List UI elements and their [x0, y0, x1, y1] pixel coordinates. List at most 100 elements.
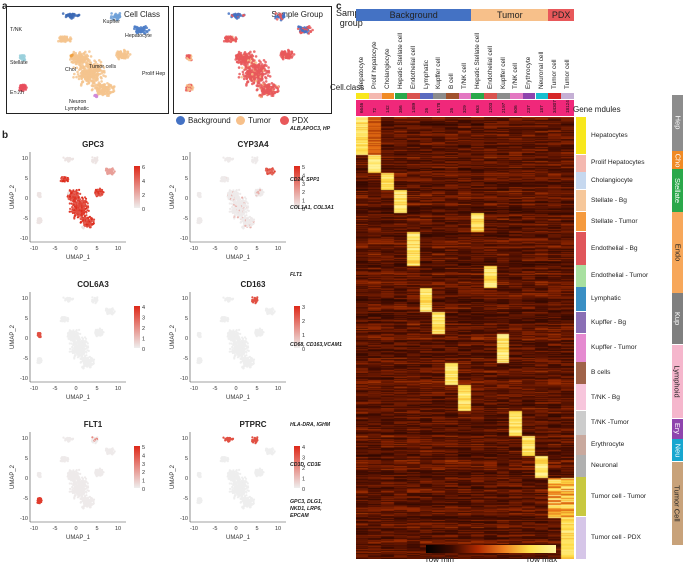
umap-point	[242, 210, 245, 213]
umap-point	[67, 331, 71, 334]
umap-point	[78, 58, 81, 62]
umap-point	[236, 53, 240, 57]
cluster-label: Neuron	[69, 99, 87, 105]
umap-point	[244, 197, 248, 200]
umap-point	[85, 358, 88, 362]
umap-point	[258, 93, 262, 97]
umap-point	[227, 157, 230, 160]
umap-point	[71, 333, 74, 336]
umap-point	[262, 64, 266, 67]
umap-point	[187, 84, 191, 87]
legend-tick: 3	[302, 182, 305, 188]
umap-point	[20, 88, 24, 91]
umap-point	[255, 193, 258, 196]
umap-point	[230, 210, 233, 213]
umap-point	[72, 76, 75, 79]
umap-point	[245, 84, 248, 87]
umap-point	[271, 168, 274, 171]
umap-point	[88, 362, 91, 365]
umap-point	[76, 70, 79, 74]
umap-point	[245, 340, 248, 343]
umap-point	[230, 198, 233, 201]
umap-point	[86, 202, 89, 205]
umap-point	[111, 173, 114, 176]
umap-point	[118, 13, 121, 17]
umap-point	[66, 13, 70, 16]
umap-point	[234, 337, 237, 340]
gene-plot-title: CD163	[240, 280, 266, 289]
umap-point	[309, 30, 312, 33]
umap-point	[247, 52, 251, 55]
umap-point	[307, 32, 311, 35]
umap-point	[72, 58, 76, 61]
umap-point	[90, 79, 93, 83]
umap-point	[126, 56, 129, 59]
umap-point	[232, 335, 235, 338]
legend-tick: 4	[302, 173, 305, 179]
umap-point	[251, 82, 254, 86]
umap-point	[75, 75, 78, 79]
umap-point	[67, 337, 70, 340]
umap-point	[230, 202, 233, 205]
y-tick: 5	[25, 176, 28, 182]
umap-point	[78, 200, 81, 203]
umap-point	[76, 216, 79, 219]
umap-point	[260, 63, 264, 66]
y-tick: 5	[185, 176, 188, 182]
umap-point	[86, 342, 89, 345]
umap-point	[249, 364, 252, 367]
umap-point	[236, 350, 239, 353]
umap-point	[70, 331, 73, 335]
umap-point	[90, 220, 93, 223]
umap-point	[120, 54, 124, 58]
umap-point	[240, 354, 243, 357]
umap-point	[79, 205, 82, 208]
umap-point	[73, 14, 76, 18]
umap-point	[272, 92, 275, 95]
umap-point	[78, 211, 81, 214]
umap-point	[73, 191, 76, 194]
umap-point	[81, 365, 84, 368]
umap-point	[21, 54, 25, 57]
umap-point	[89, 366, 92, 369]
umap-point	[221, 180, 224, 183]
umap-point	[108, 87, 111, 91]
umap-point	[95, 333, 98, 336]
umap-point	[82, 210, 85, 213]
y-axis-label: UMAP_2	[10, 324, 16, 349]
umap-point	[191, 88, 194, 91]
umap-point	[259, 67, 263, 70]
umap-point	[262, 191, 265, 194]
umap-point	[239, 345, 242, 348]
umap-point	[228, 350, 231, 353]
umap-point	[89, 61, 93, 64]
umap-point	[245, 74, 248, 77]
umap-point	[259, 77, 262, 81]
umap-point	[246, 80, 250, 84]
umap-point	[231, 351, 234, 355]
umap-point	[228, 210, 231, 213]
umap-point	[86, 209, 89, 212]
umap-point	[98, 92, 102, 96]
umap-point	[82, 56, 85, 60]
umap-point	[269, 171, 272, 174]
umap-point	[76, 73, 80, 76]
umap-point	[68, 202, 71, 205]
umap-point	[77, 77, 81, 81]
umap-point	[81, 336, 84, 339]
umap-point	[75, 206, 78, 210]
cluster-label: Kupffer	[103, 19, 120, 25]
umap-point	[79, 221, 82, 224]
umap-point	[249, 224, 252, 227]
umap-point	[38, 332, 41, 335]
umap-point	[70, 60, 74, 64]
umap-point	[126, 50, 130, 54]
umap-point	[244, 356, 247, 359]
umap-point	[256, 75, 260, 78]
umap-point	[143, 26, 147, 30]
umap-point	[109, 85, 113, 88]
umap-point	[67, 197, 70, 200]
umap-point	[244, 210, 247, 213]
umap-point	[231, 206, 234, 209]
umap-point	[74, 334, 77, 337]
